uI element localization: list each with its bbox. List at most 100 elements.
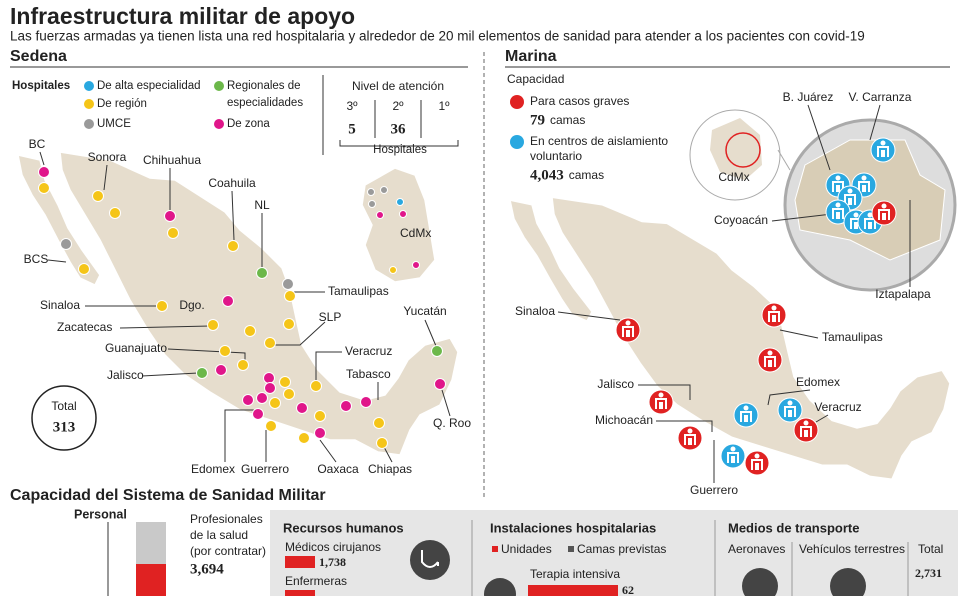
total-value: 313: [53, 419, 76, 435]
section-heading: Marina: [505, 48, 557, 65]
capacity-label: En centros de aislamiento: [530, 134, 668, 148]
leader: [441, 389, 451, 417]
hospital-dot: [256, 267, 268, 279]
icon-glyph: [800, 426, 812, 437]
hospital-dot: [314, 427, 326, 439]
capacity-dot: [510, 95, 524, 109]
personal-line: de la salud: [190, 528, 248, 542]
capacity-unit: camas: [569, 168, 604, 182]
bar: [285, 590, 315, 596]
hospital-dot: [227, 240, 239, 252]
hospital-dot: [282, 278, 294, 290]
leader: [771, 213, 833, 222]
total-label: Total: [51, 399, 76, 413]
levels-title: Nivel de atención: [352, 79, 444, 93]
legend-swatch: [568, 546, 574, 552]
leader: [767, 389, 811, 406]
capacity-label: Capacidad: [507, 72, 564, 86]
state-labels: BC Sonora Chihuahua Coahuila NL Tamaulipas BCS…: [24, 137, 472, 476]
panel-title: Recursos humanos: [283, 520, 404, 535]
icon-glyph: [864, 218, 876, 229]
hospital-dot: [310, 380, 322, 392]
leader: [103, 164, 108, 191]
personal-text: Profesionales de la salud (por contratar): [190, 512, 266, 558]
place-label: Jalisco: [597, 377, 634, 391]
capacity-value: 4,043: [530, 167, 564, 183]
icon-head: [835, 175, 841, 181]
legend-label: Unidades: [501, 542, 552, 556]
state-label: Yucatán: [403, 304, 446, 318]
icon-glyph: [764, 356, 776, 367]
hospital-dot: [38, 182, 50, 194]
icon-glyph: [768, 311, 780, 322]
icon-head: [867, 212, 873, 218]
state-label: Sinaloa: [40, 298, 80, 312]
bar-segment: [136, 564, 166, 596]
bracket: [339, 140, 459, 147]
leader: [383, 446, 393, 463]
legend: De alta especialidad Regionales de especia…: [84, 80, 303, 130]
hospital-dot: [109, 207, 121, 219]
place-label: Iztapalapa: [875, 287, 931, 301]
level-count: 36: [391, 121, 407, 137]
hospital-dot: [434, 378, 446, 390]
hospital-dot: [252, 408, 264, 420]
icon-truck: [830, 568, 866, 596]
icon-glyph: [878, 209, 890, 220]
panel-title: Instalaciones hospitalarias: [490, 520, 656, 535]
hospital-dot: [367, 188, 375, 196]
hospital-dot: [296, 402, 308, 414]
legend-label: De región: [97, 98, 147, 110]
hospital-dot: [380, 186, 388, 194]
hospital-dot: [219, 345, 231, 357]
icon-head: [853, 212, 859, 218]
state-label: Tabasco: [346, 367, 391, 381]
hospital-dot: [340, 400, 352, 412]
transport-col: Aeronaves: [728, 542, 785, 556]
leader: [557, 311, 621, 321]
bed-icons: [615, 137, 897, 476]
level-label: 3º: [346, 99, 358, 113]
legend-dot: [84, 81, 94, 91]
hr-label: Enfermeras: [285, 574, 347, 588]
facility-label: Terapia intensiva: [530, 567, 620, 581]
state-label: Oaxaca: [317, 462, 359, 476]
levels: 3º 5 2º 36 1º: [346, 99, 450, 138]
place-label: B. Juárez: [783, 90, 834, 104]
icon-head: [658, 392, 664, 398]
legend-dot: [84, 99, 94, 109]
hospital-dot: [60, 238, 72, 250]
leader: [270, 321, 326, 346]
section-heading: Capacidad del Sistema de Sanidad Militar: [10, 487, 326, 504]
icon-head: [847, 188, 853, 194]
state-label: Guerrero: [241, 462, 289, 476]
hospital-dot: [279, 376, 291, 388]
section-heading: Sedena: [10, 48, 67, 65]
icon-glyph: [727, 452, 739, 463]
transport-total: 2,731: [915, 566, 942, 580]
legend-dot: [214, 81, 224, 91]
capacity-label: voluntario: [530, 149, 582, 163]
icon-glyph: [784, 406, 796, 417]
leader: [315, 351, 342, 382]
hospital-dot: [412, 261, 420, 269]
place-label: Guerrero: [690, 483, 738, 497]
icon-glyph: [832, 181, 844, 192]
leader: [638, 384, 691, 400]
leader: [119, 325, 211, 329]
leader: [39, 151, 45, 166]
legend-swatch: [492, 546, 498, 552]
state-label: Guanajuato: [105, 341, 167, 355]
icon-head: [754, 453, 760, 459]
hr-value: 1,738: [319, 555, 346, 569]
hospital-dot: [360, 396, 372, 408]
personal-line: Profesionales: [190, 512, 263, 526]
bar: [528, 585, 618, 596]
level-label: 2º: [392, 99, 404, 113]
hospital-dot: [242, 394, 254, 406]
icon-head: [625, 320, 631, 326]
hospital-dot: [222, 295, 234, 307]
marina-labels: CdMx B. Juárez V. Carranza Coyoacán Iztapala…: [515, 90, 931, 497]
level-label: 1º: [438, 99, 450, 113]
hospital-dot: [396, 198, 404, 206]
